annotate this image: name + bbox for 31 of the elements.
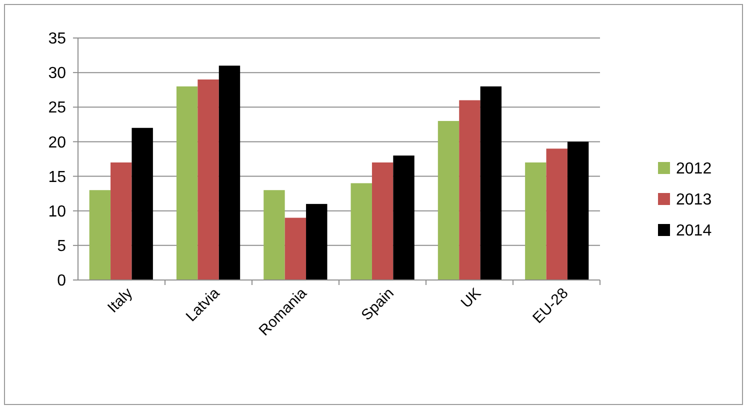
bar	[198, 79, 219, 280]
bar	[438, 120, 460, 280]
bar	[567, 142, 589, 280]
bar	[132, 128, 153, 280]
y-tick-label: 25	[48, 100, 66, 117]
bar	[264, 190, 285, 280]
y-tick-label: 35	[48, 30, 66, 48]
bar	[176, 86, 198, 280]
bar	[306, 204, 328, 280]
legend-label: 2014	[676, 222, 712, 240]
legend-label: 2013	[676, 192, 712, 209]
x-tick-label: UK	[458, 284, 485, 312]
y-tick-label: 30	[48, 65, 66, 82]
bar	[350, 183, 372, 280]
y-tick-label: 5	[57, 238, 66, 256]
bar	[218, 66, 240, 280]
bar	[372, 162, 394, 280]
y-tick-label: 20	[48, 134, 66, 152]
bar	[480, 86, 502, 280]
bar	[110, 162, 132, 280]
y-tick-label: 10	[48, 203, 66, 220]
y-tick-label: 0	[57, 272, 66, 290]
legend-label: 2012	[676, 160, 712, 178]
bar	[89, 190, 111, 280]
x-tick-label: Italy	[104, 284, 136, 316]
bar	[546, 148, 568, 280]
bar	[393, 156, 414, 280]
bar	[284, 218, 306, 280]
bar	[459, 100, 480, 280]
y-tick-label: 15	[48, 168, 66, 186]
bar	[525, 162, 546, 280]
